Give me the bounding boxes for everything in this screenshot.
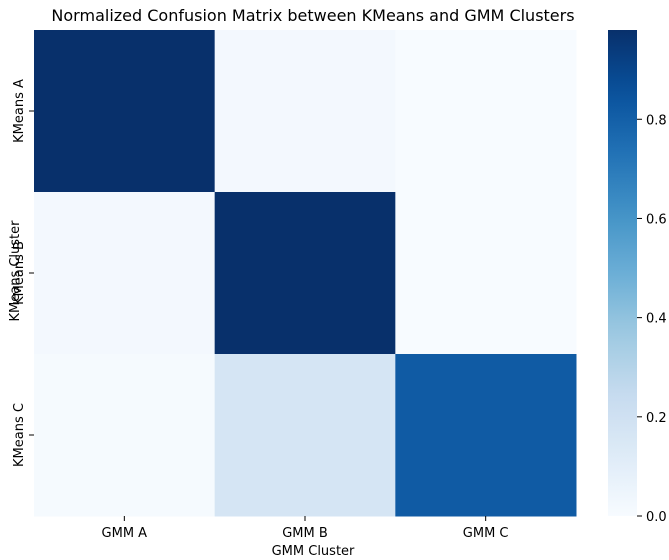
heatmap-cell: [395, 30, 577, 193]
colorbar: [608, 30, 637, 516]
colorbar-tick-label: 0.8: [646, 113, 667, 128]
y-axis-label: KMeans Cluster: [8, 220, 23, 322]
colorbar-tick-label: 0.0: [646, 510, 667, 525]
heatmap-cell: [214, 30, 396, 193]
heatmap-cells: [34, 30, 577, 517]
y-axis-ticks: KMeans A KMeans B KMeans C: [12, 79, 34, 467]
y-tick-label: KMeans A: [12, 79, 27, 143]
heatmap-cell: [34, 354, 216, 517]
x-axis-label: GMM Cluster: [272, 544, 355, 559]
colorbar-tick-label: 0.2: [646, 411, 667, 426]
heatmap-cell: [34, 30, 216, 193]
heatmap-cell: [214, 354, 396, 517]
y-tick-label: KMeans C: [12, 403, 27, 467]
chart-title: Normalized Confusion Matrix between KMea…: [51, 6, 574, 25]
x-tick-label: GMM A: [102, 526, 148, 541]
y-tick-label: KMeans B: [12, 241, 27, 305]
colorbar-tick-label: 0.4: [646, 312, 667, 327]
heatmap-cell: [395, 354, 577, 517]
heatmap-cell: [214, 192, 396, 355]
heatmap-cell: [395, 192, 577, 355]
heatmap-cell: [34, 192, 216, 355]
x-tick-label: GMM B: [282, 526, 328, 541]
x-tick-label: GMM C: [463, 526, 509, 541]
x-axis-ticks: GMM A GMM B GMM C: [102, 516, 509, 541]
colorbar-tick-label: 0.6: [646, 212, 667, 227]
colorbar-ticks: 0.0 0.2 0.4 0.6 0.8: [637, 113, 667, 525]
